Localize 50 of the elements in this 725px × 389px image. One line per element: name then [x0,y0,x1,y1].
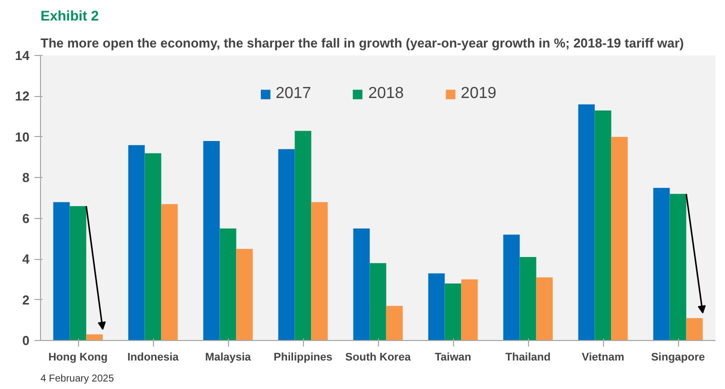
bar [670,194,686,340]
y-tick-label: 14 [15,48,30,63]
bar [144,153,162,340]
legend-label: 2019 [460,85,496,103]
bar [70,206,86,340]
y-tick-label: 12 [15,88,30,104]
x-tick-label: Singapore [651,352,705,364]
bar [294,130,312,340]
bar [203,141,220,340]
bar [161,204,178,340]
x-tick-label: Philippines [274,352,332,364]
bar [594,110,612,340]
text: 4 February 2025 [40,374,114,384]
legend-label: 2018 [368,85,404,103]
bar [578,104,595,340]
y-tick-label: 0 [22,333,30,348]
x-tick-label: Malaysia [205,352,252,364]
bar [128,145,145,340]
chart-subtitle: The more open the economy, the sharper the fall in growth (year-on-year growth in %; 2018-19 tariff war) [40,36,684,50]
y-tick-label: 10 [15,129,30,144]
bar [370,263,386,340]
x-tick-label: Indonesia [127,352,180,364]
y-tick-label: 2 [22,292,30,308]
bar [686,318,703,340]
bar [461,279,478,340]
x-tick-label: Thailand [505,352,551,364]
chart-title: Exhibit 2 [40,8,100,24]
bar [220,228,236,340]
x-tick-label: Hong Kong [48,352,108,364]
bar [653,188,670,340]
bar [278,149,295,340]
x-tick-label: Vietnam [582,352,625,364]
bar [444,284,462,340]
y-tick-label: 6 [22,210,30,226]
x-tick-label: South Korea [345,352,412,364]
bar [86,334,103,340]
y-tick-label: 4 [22,252,30,267]
bar [386,306,403,340]
legend-label: 2017 [276,85,312,103]
bar [503,234,520,340]
bar [353,228,370,340]
bar [311,202,328,340]
bar [536,277,553,340]
bar [428,273,445,340]
bar [611,136,628,340]
y-tick-label: 8 [22,170,30,186]
bar [236,248,253,340]
bar [520,257,536,340]
x-tick-label: Taiwan [434,352,472,364]
bar [53,202,70,340]
